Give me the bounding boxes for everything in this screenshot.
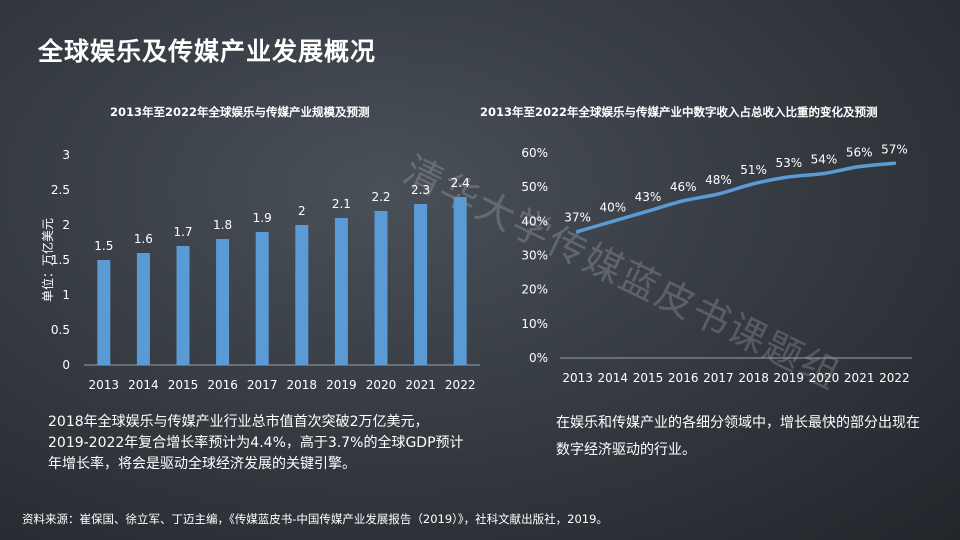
line-point — [752, 182, 756, 186]
bar-data-label: 2.2 — [371, 190, 390, 204]
bar-x-tick-label: 2019 — [326, 378, 357, 392]
line-x-tick-label: 2014 — [598, 371, 629, 385]
line-x-tick-label: 2016 — [668, 371, 699, 385]
line-x-tick-label: 2015 — [633, 371, 664, 385]
line-x-tick-label: 2022 — [879, 371, 910, 385]
bar-data-label: 2.1 — [332, 197, 351, 211]
line-x-tick-label: 2017 — [703, 371, 734, 385]
bar — [97, 260, 111, 365]
bar-data-label: 1.5 — [94, 239, 113, 253]
line-x-tick-label: 2020 — [809, 371, 840, 385]
line-y-tick-label: 50% — [521, 180, 548, 194]
bar — [216, 239, 230, 365]
line-point — [857, 165, 861, 169]
bar-x-tick-label: 2020 — [366, 378, 397, 392]
bar-x-tick-label: 2022 — [445, 378, 476, 392]
bar-y-tick-label: 1 — [62, 288, 70, 302]
bar-y-axis-label: 单位：万亿美元 — [40, 218, 55, 302]
bar — [334, 218, 348, 365]
line-data-label: 57% — [881, 142, 908, 156]
line-data-label: 56% — [846, 146, 873, 160]
bar-x-tick-label: 2016 — [207, 378, 238, 392]
line-x-tick-label: 2019 — [774, 371, 805, 385]
page-title: 全球娱乐及传媒产业发展概况 — [38, 37, 377, 66]
bar-x-tick-label: 2017 — [247, 378, 278, 392]
bar-data-label: 2.4 — [451, 176, 470, 190]
bar-y-tick-label: 3 — [62, 148, 70, 162]
bar — [295, 225, 309, 365]
line-data-label: 54% — [811, 153, 838, 167]
line-point — [681, 199, 685, 203]
line-point — [892, 161, 896, 165]
bar-data-label: 1.9 — [253, 211, 272, 225]
line-x-tick-label: 2013 — [562, 371, 593, 385]
line-data-label: 46% — [670, 180, 697, 194]
bar — [255, 232, 269, 365]
bar-data-label: 2 — [298, 204, 306, 218]
bar — [374, 211, 388, 365]
line-data-label: 51% — [740, 163, 767, 177]
line-point — [646, 209, 650, 213]
line-point — [822, 172, 826, 175]
line-data-label: 48% — [705, 173, 732, 187]
line-point — [611, 219, 615, 223]
line-chart-title: 2013年至2022年全球娱乐与传媒产业中数字收入占总收入比重的变化及预测 — [480, 105, 878, 119]
bar-data-label: 1.7 — [173, 225, 192, 239]
bar — [136, 253, 150, 365]
bar — [453, 197, 467, 365]
line-point — [576, 230, 580, 234]
bar — [176, 246, 190, 365]
bar-x-tick-label: 2018 — [287, 378, 318, 392]
bar-y-tick-label: 1.5 — [51, 253, 70, 267]
line-y-tick-label: 0% — [529, 351, 548, 365]
line-data-label: 40% — [599, 200, 626, 214]
caption-right: 在娱乐和传媒产业的各细分领域中，增长最快的部分出现在数字经济驱动的行业。 — [556, 415, 920, 458]
line-y-tick-label: 30% — [521, 249, 548, 263]
line-point — [787, 175, 791, 179]
bar-x-tick-label: 2014 — [128, 378, 159, 392]
line-data-label: 37% — [564, 211, 591, 225]
line-data-label: 53% — [775, 156, 802, 170]
bar — [414, 204, 428, 365]
bar-data-label: 1.6 — [134, 232, 153, 246]
line-y-tick-label: 60% — [521, 146, 548, 160]
bar-y-tick-label: 2.5 — [51, 183, 70, 197]
bar-x-tick-label: 2021 — [405, 378, 436, 392]
line-y-tick-label: 20% — [521, 283, 548, 297]
bar-data-label: 2.3 — [411, 183, 430, 197]
bar-y-tick-label: 0 — [62, 358, 70, 372]
line-y-tick-label: 10% — [521, 317, 548, 331]
source-note: 资料来源：崔保国、徐立军、丁迈主编，《传媒蓝皮书-中国传媒产业发展报告（2019… — [22, 512, 608, 526]
bar-chart-title: 2013年至2022年全球娱乐与传媒产业规模及预测 — [110, 105, 370, 119]
line-x-tick-label: 2018 — [738, 371, 769, 385]
bar-y-tick-label: 2 — [62, 218, 70, 232]
bar-x-tick-label: 2013 — [89, 378, 120, 392]
line-y-tick-label: 40% — [521, 214, 548, 228]
line-series — [575, 161, 897, 234]
caption-left: 2018年全球娱乐与传媒产业行业总市值首次突破2万亿美元，2019-2022年复… — [48, 414, 464, 472]
line-point — [716, 192, 720, 196]
line-x-tick-label: 2021 — [844, 371, 875, 385]
bar-y-tick-label: 0.5 — [51, 323, 70, 337]
bar-data-label: 1.8 — [213, 218, 232, 232]
line-data-label: 43% — [635, 190, 662, 204]
bar-x-tick-label: 2015 — [168, 378, 199, 392]
